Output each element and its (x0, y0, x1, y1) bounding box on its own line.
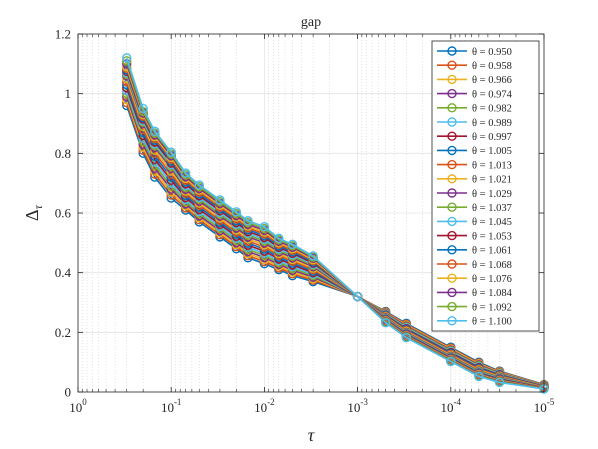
x-axis-label: τ (308, 425, 315, 445)
legend-label: θ = 1.021 (472, 175, 512, 186)
y-tick-label: 0.8 (55, 146, 71, 161)
legend-label: θ = 1.005 (472, 146, 512, 157)
legend-label: θ = 1.013 (472, 160, 512, 171)
legend: θ = 0.950 θ = 0.958 θ = 0.966 θ = 0.974 θ = … (432, 41, 539, 331)
y-tick-label: 1 (65, 86, 72, 101)
legend-label: θ = 1.061 (472, 246, 512, 257)
x-tick-exponent: -5 (547, 397, 555, 407)
legend-label: θ = 1.029 (472, 189, 512, 200)
y-tick-label: 1.2 (55, 27, 71, 42)
x-tick-base: 10 (441, 400, 454, 415)
legend-label: θ = 0.958 (472, 61, 512, 72)
legend-label: θ = 0.989 (472, 118, 512, 129)
legend-label: θ = 0.997 (472, 132, 512, 143)
legend-label: θ = 0.974 (472, 89, 513, 100)
legend-label: θ = 1.100 (472, 317, 512, 328)
x-tick-exponent: 0 (82, 397, 87, 407)
legend-label: θ = 0.966 (472, 75, 512, 86)
legend-label: θ = 1.092 (472, 302, 512, 313)
x-tick-exponent: -2 (267, 397, 275, 407)
y-axis-label-sub: τ (31, 204, 45, 209)
legend-label: θ = 1.045 (472, 217, 512, 228)
y-tick-label: 0.4 (55, 265, 72, 280)
x-tick-exponent: -3 (360, 397, 368, 407)
legend-label: θ = 1.076 (472, 274, 512, 285)
legend-label: θ = 1.068 (472, 260, 512, 271)
y-axis-label-main: Δ (22, 209, 42, 221)
chart-title: gap (301, 15, 321, 30)
x-tick-exponent: -4 (454, 397, 462, 407)
y-tick-label: 0.6 (55, 206, 72, 221)
x-tick-exponent: -1 (174, 397, 182, 407)
y-tick-label: 0.2 (55, 325, 71, 340)
x-tick-base: 10 (254, 400, 267, 415)
x-tick-base: 10 (161, 400, 174, 415)
legend-label: θ = 1.037 (472, 203, 512, 214)
legend-label: θ = 0.950 (472, 47, 512, 58)
x-tick-base: 10 (347, 400, 360, 415)
x-tick-base: 10 (534, 400, 547, 415)
y-tick-label: 0 (65, 385, 72, 400)
legend-label: θ = 1.084 (472, 288, 513, 299)
x-tick-base: 10 (69, 400, 82, 415)
legend-label: θ = 0.982 (472, 104, 512, 115)
legend-label: θ = 1.053 (472, 231, 512, 242)
